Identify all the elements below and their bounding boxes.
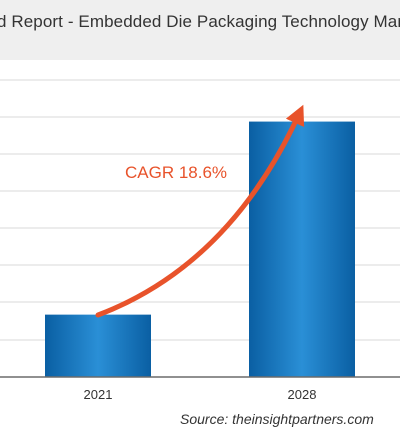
bar-2021 xyxy=(45,314,151,377)
bars xyxy=(45,121,355,377)
page-title: d Report - Embedded Die Packaging Techno… xyxy=(0,12,400,31)
cagr-annotation: CAGR 18.6% xyxy=(125,163,227,182)
x-tick-label-2021: 2021 xyxy=(84,387,113,402)
growth-arrow xyxy=(95,104,305,318)
bar-2028 xyxy=(249,121,355,377)
source-credit: Source: theinsightpartners.com xyxy=(180,411,374,427)
x-tick-label-2028: 2028 xyxy=(288,387,317,402)
title-bar: d Report - Embedded Die Packaging Techno… xyxy=(0,0,400,60)
x-tick-labels: 2021 2028 xyxy=(84,387,317,402)
